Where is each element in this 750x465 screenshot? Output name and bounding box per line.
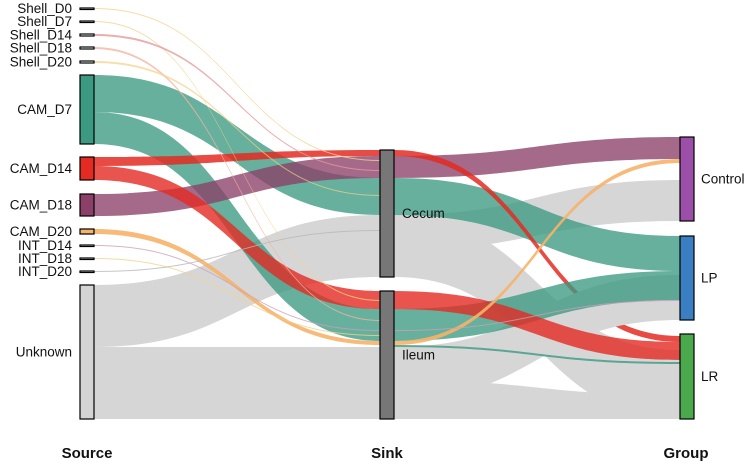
node-label-shell_d14: Shell_D14 [10, 28, 73, 43]
flow-link-cam_d14-to-ileum [94, 166, 380, 309]
flow-link-int_d20-to-cecum [94, 230, 380, 272]
node-int_d14 [79, 244, 95, 248]
flow-link-unknown-to-cecum [94, 215, 380, 347]
node-label-int_d18: INT_D18 [18, 251, 72, 266]
node-shell_d20 [79, 60, 95, 64]
node-label-int_d14: INT_D14 [18, 238, 73, 253]
flow-link-int_d18-to-ileum [94, 258, 380, 336]
node-label-lr: LR [701, 369, 719, 384]
flow-links [94, 8, 680, 419]
node-cam_d7 [79, 74, 95, 145]
node-shell_d0 [79, 7, 95, 11]
node-shell_d7 [79, 20, 95, 24]
node-label-cam_d7: CAM_D7 [17, 102, 72, 117]
node-label-lp: LP [701, 271, 718, 286]
flow-link-shell_d20-to-cecum [94, 61, 380, 196]
node-label-cecum: Cecum [402, 206, 445, 221]
node-control [679, 136, 695, 222]
node-int_d18 [79, 257, 95, 261]
node-lp [679, 235, 695, 321]
flow-link-cecum-to-lp [394, 178, 680, 271]
sink-axis-label: Sink [371, 445, 403, 462]
flow-link-shell_d18-to-ileum [94, 47, 380, 321]
node-int_d20 [79, 270, 95, 274]
node-label-cam_d20: CAM_D20 [10, 224, 72, 239]
node-shell_d14 [79, 33, 95, 37]
flow-link-ileum-to-lp [394, 275, 680, 400]
flow-link-ileum-to-lr [394, 380, 680, 419]
node-cam_d14 [79, 156, 95, 181]
node-label-int_d20: INT_D20 [18, 264, 72, 279]
flow-link-ileum-to-lr [394, 345, 680, 364]
flow-link-ileum-to-lr [394, 291, 680, 360]
node-labels: Shell_D0Shell_D7Shell_D14Shell_D18Shell_… [10, 1, 745, 384]
node-label-shell_d7: Shell_D7 [17, 14, 72, 29]
node-cam_d18 [79, 193, 95, 217]
group-axis-label: Group [664, 445, 709, 462]
node-unknown [79, 284, 95, 420]
flow-link-int_d14-to-ileum [94, 245, 380, 331]
node-label-shell_d18: Shell_D18 [10, 41, 72, 56]
node-lr [679, 333, 695, 420]
node-label-unknown: Unknown [16, 345, 72, 360]
flow-link-ileum-to-control [394, 159, 680, 345]
flow-link-cam_d18-to-cecum [94, 156, 380, 216]
node-label-shell_d0: Shell_D0 [17, 1, 72, 16]
source-axis-label: Source [62, 445, 113, 462]
node-label-ileum: Ileum [402, 348, 435, 363]
flow-link-shell_d7-to-ileum [94, 21, 380, 301]
nodes [79, 7, 695, 420]
node-label-cam_d18: CAM_D18 [10, 198, 72, 213]
flow-link-cam_d20-to-ileum [94, 229, 380, 345]
flow-link-cecum-to-lr [394, 150, 680, 342]
flow-link-cam_d7-to-ileum [94, 112, 380, 341]
node-label-control: Control [701, 172, 745, 187]
flow-link-cecum-to-control [394, 137, 680, 178]
flow-link-cam_d14-to-cecum [94, 150, 380, 166]
node-label-shell_d20: Shell_D20 [10, 55, 72, 70]
flow-link-shell_d0-to-cecum [94, 8, 380, 161]
node-label-cam_d14: CAM_D14 [10, 161, 73, 176]
node-ileum [379, 290, 395, 420]
node-cam_d20 [79, 228, 95, 235]
flow-link-shell_d14-to-cecum [94, 34, 380, 171]
flow-link-unknown-to-ileum [94, 347, 380, 419]
node-shell_d18 [79, 46, 95, 50]
flow-link-ileum-to-lp [394, 300, 680, 331]
node-cecum [379, 149, 395, 278]
